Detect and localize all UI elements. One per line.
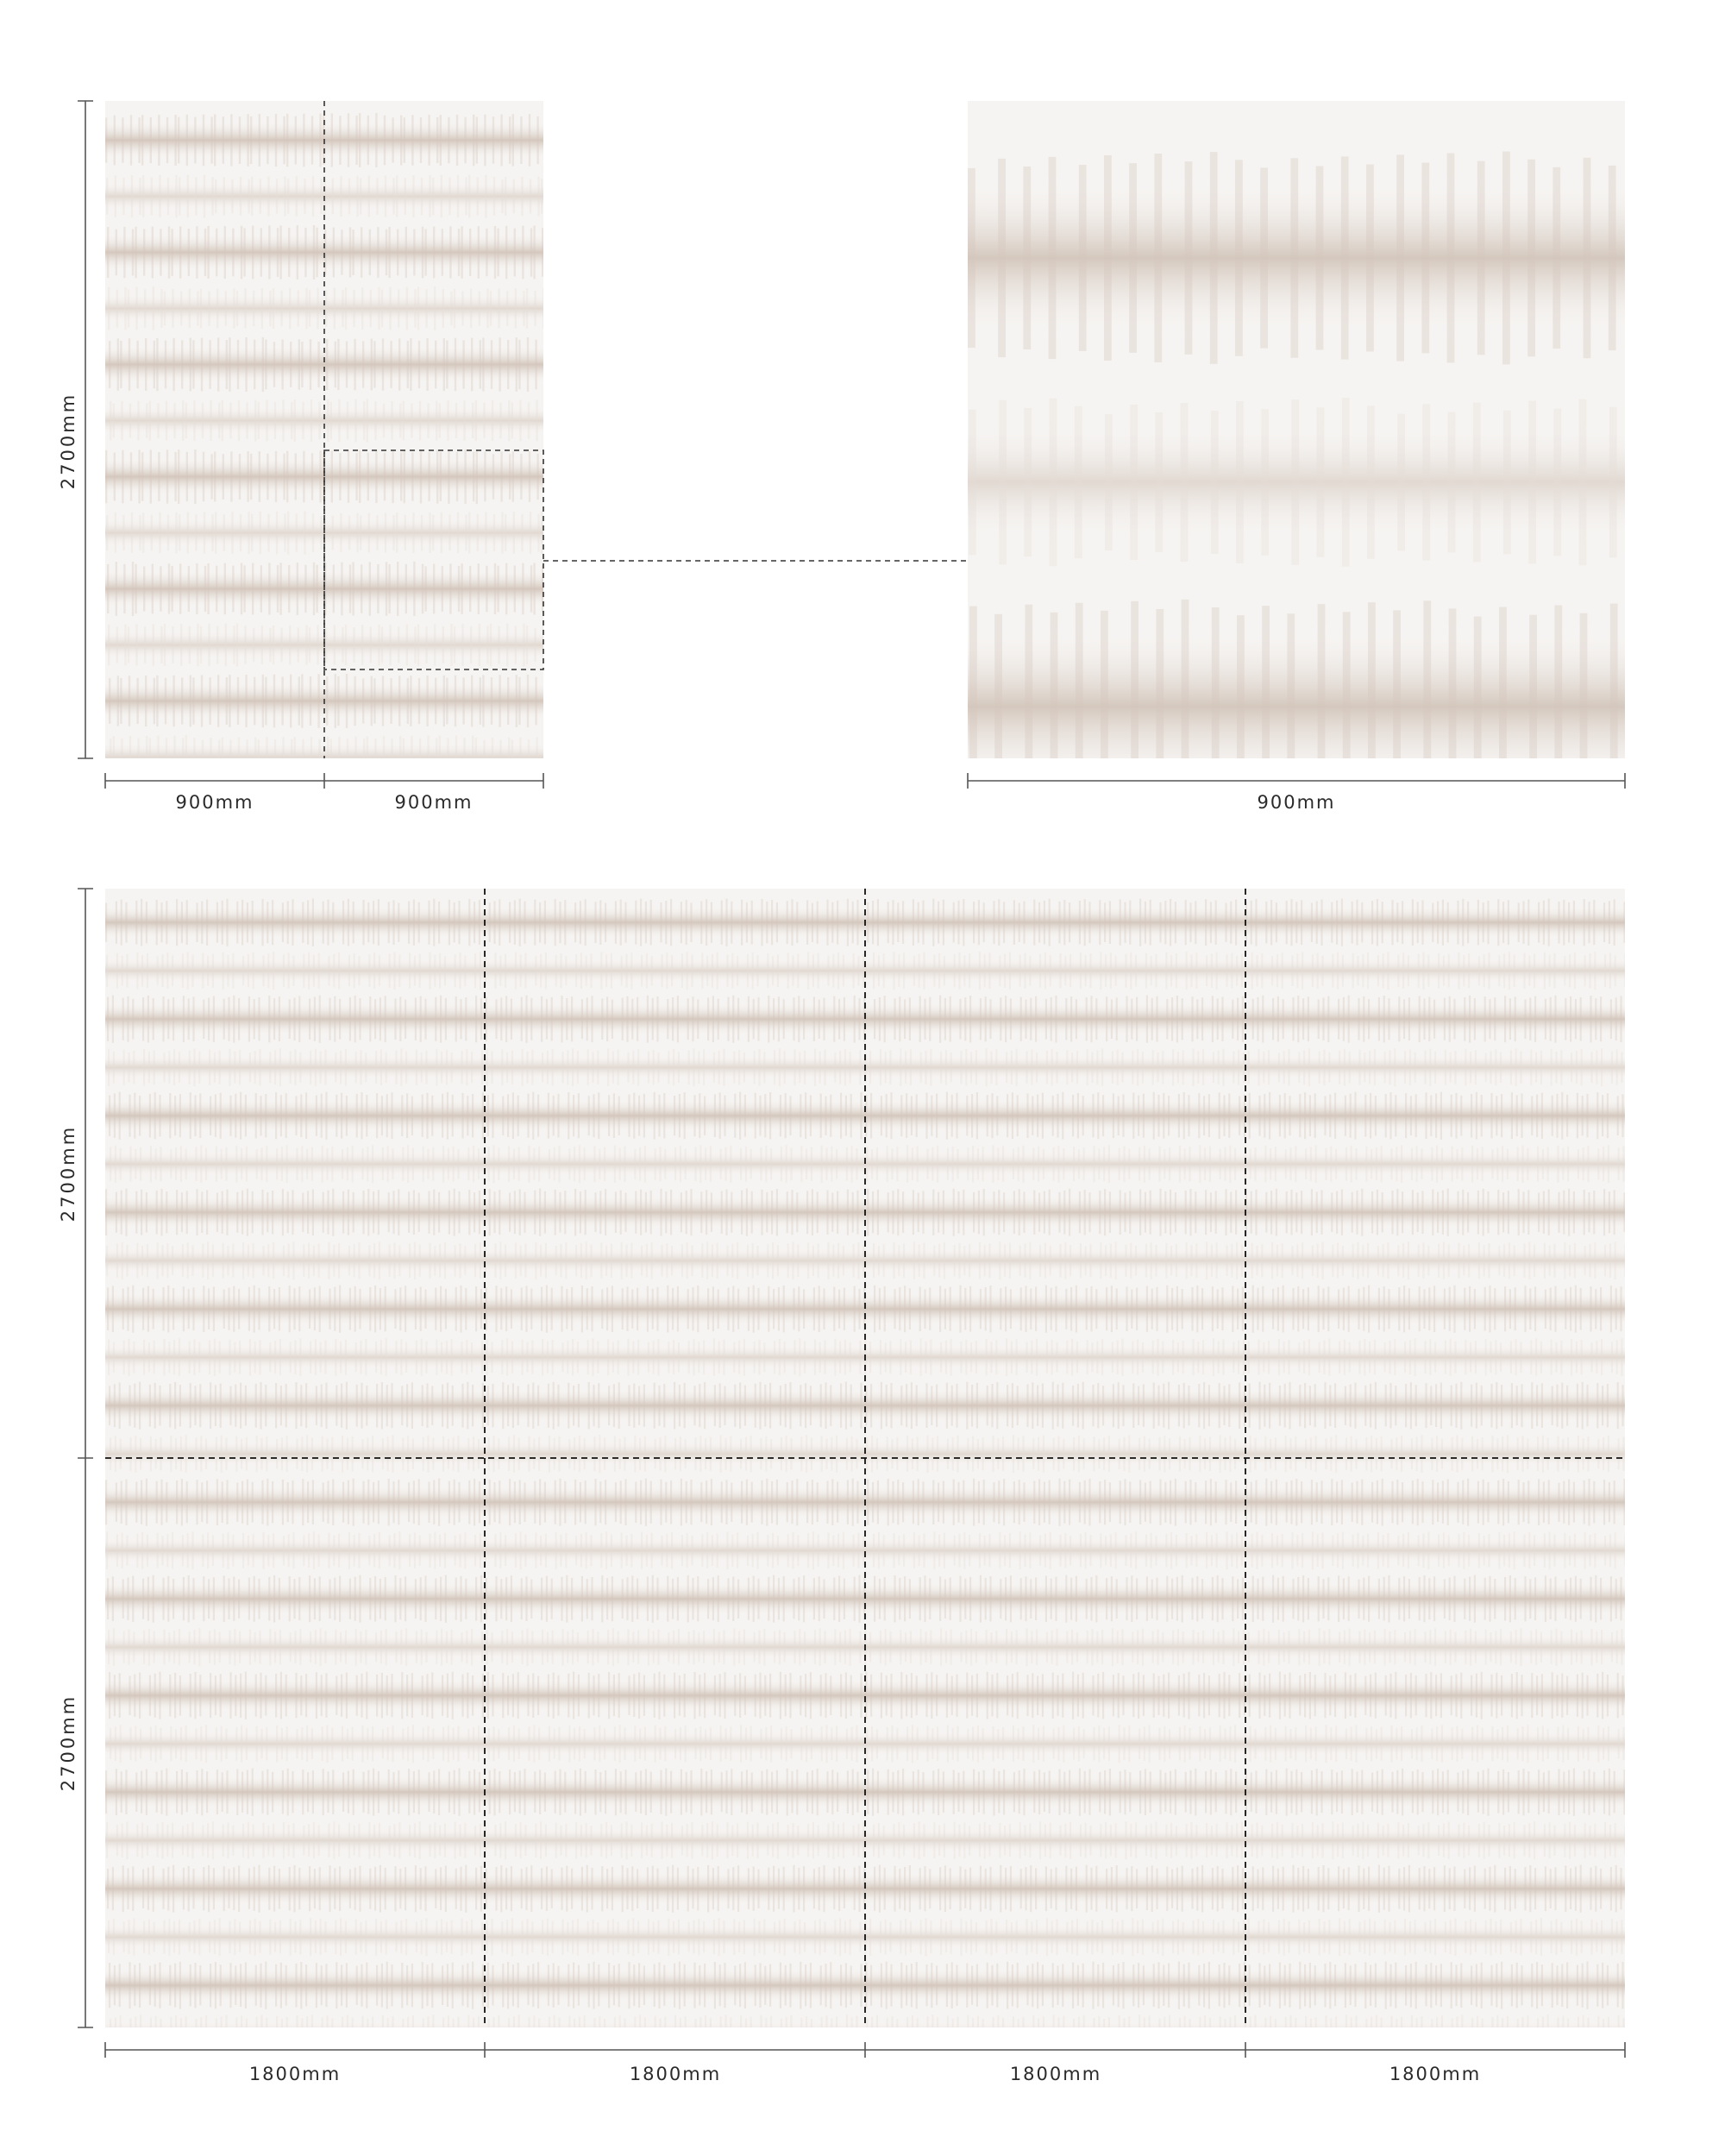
top-left-width-label-1: 900mm [175,792,254,813]
detail-panel [968,101,1625,758]
top-left-width-label-2: 900mm [394,792,474,813]
overview-pattern [105,101,543,758]
detail-pattern [968,101,1625,758]
bottom-height-label-upper: 2700mm [58,1124,78,1223]
bottom-width-label-4: 1800mm [1389,2064,1482,2084]
bottom-width-label-3: 1800mm [1009,2064,1102,2084]
bottom-width-label-1: 1800mm [248,2064,342,2084]
top-right-width-label: 900mm [1257,792,1336,813]
bottom-width-label-2: 1800mm [629,2064,722,2084]
top-left-height-label: 2700mm [58,392,78,490]
overview-panel [105,101,543,758]
bottom-height-label-lower: 2700mm [58,1694,78,1792]
